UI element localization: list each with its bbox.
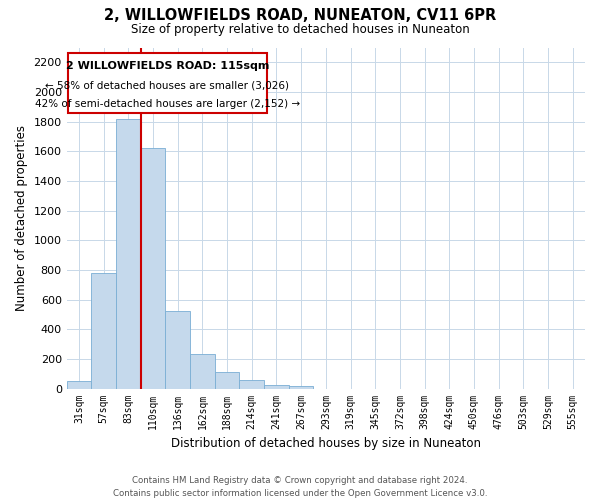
Text: 2, WILLOWFIELDS ROAD, NUNEATON, CV11 6PR: 2, WILLOWFIELDS ROAD, NUNEATON, CV11 6PR [104, 8, 496, 22]
Text: 2 WILLOWFIELDS ROAD: 115sqm: 2 WILLOWFIELDS ROAD: 115sqm [65, 62, 269, 72]
Bar [91, 273, 116, 388]
Bar [67, 381, 91, 388]
Y-axis label: Number of detached properties: Number of detached properties [15, 125, 28, 311]
Bar [289, 386, 313, 388]
Bar [190, 354, 215, 388]
Text: ← 58% of detached houses are smaller (3,026): ← 58% of detached houses are smaller (3,… [45, 80, 289, 90]
Text: Size of property relative to detached houses in Nuneaton: Size of property relative to detached ho… [131, 22, 469, 36]
X-axis label: Distribution of detached houses by size in Nuneaton: Distribution of detached houses by size … [171, 437, 481, 450]
Text: 42% of semi-detached houses are larger (2,152) →: 42% of semi-detached houses are larger (… [35, 99, 300, 109]
FancyBboxPatch shape [68, 52, 266, 112]
Bar [215, 372, 239, 388]
Bar [166, 312, 190, 388]
Bar [116, 118, 141, 388]
Text: Contains HM Land Registry data © Crown copyright and database right 2024.
Contai: Contains HM Land Registry data © Crown c… [113, 476, 487, 498]
Bar [264, 385, 289, 388]
Bar [141, 148, 166, 388]
Bar [239, 380, 264, 388]
